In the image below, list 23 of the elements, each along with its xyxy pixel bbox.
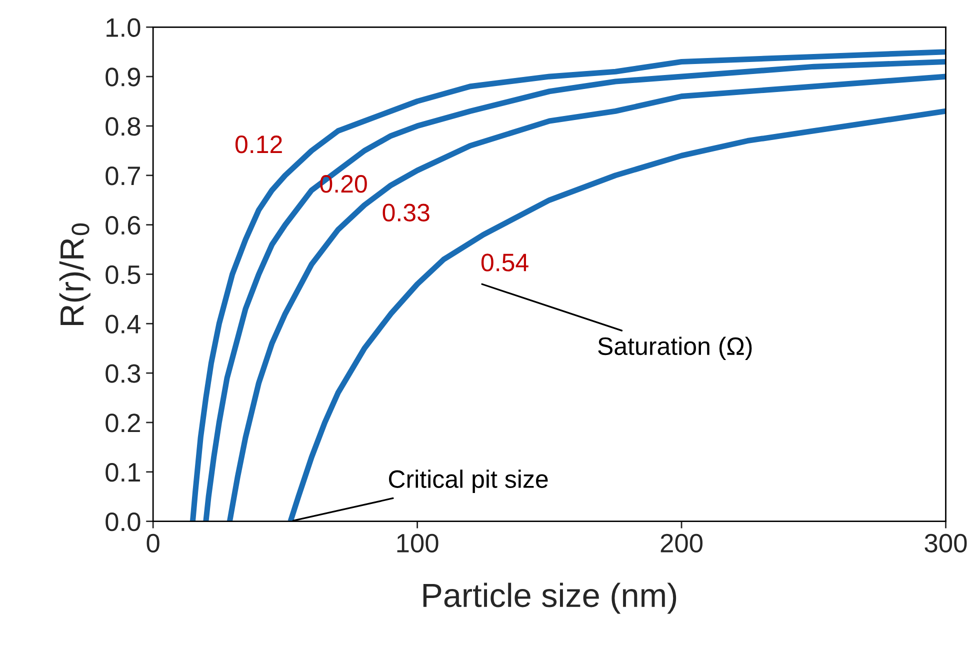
y-tick-label: 0.1	[106, 463, 140, 482]
y-tick-label: 1.0	[106, 18, 140, 37]
x-tick-label: 0	[146, 534, 160, 553]
series-label: 0.20	[320, 175, 367, 193]
series-label: 0.33	[382, 204, 430, 222]
x-tick-label: 200	[660, 534, 703, 553]
y-tick-label: 0.7	[106, 166, 140, 186]
annotation: Critical pit size	[388, 470, 548, 493]
y-tick-label: 0.2	[106, 414, 140, 432]
x-tick-label: 100	[397, 534, 438, 553]
y-tick-label: 0.6	[106, 216, 140, 235]
y-tick-label: 0.0	[106, 512, 140, 532]
y-tick-label: 0.9	[106, 68, 140, 86]
y-axis-title: R(r)/R$_{0}$	[59, 223, 90, 325]
y-tick-label: 0.5	[106, 265, 140, 284]
y-tick-label: 0.8	[106, 117, 140, 136]
annotation: Saturation (Ω)	[598, 336, 752, 360]
x-tick-label: 300	[924, 534, 967, 553]
y-tick-label: 0.3	[106, 364, 140, 383]
x-axis-title: Particle size (nm)	[423, 582, 676, 614]
y-tick-label: 0.4	[106, 314, 140, 334]
series-label: 0.12	[235, 136, 282, 154]
series-label: 0.54	[481, 254, 528, 272]
